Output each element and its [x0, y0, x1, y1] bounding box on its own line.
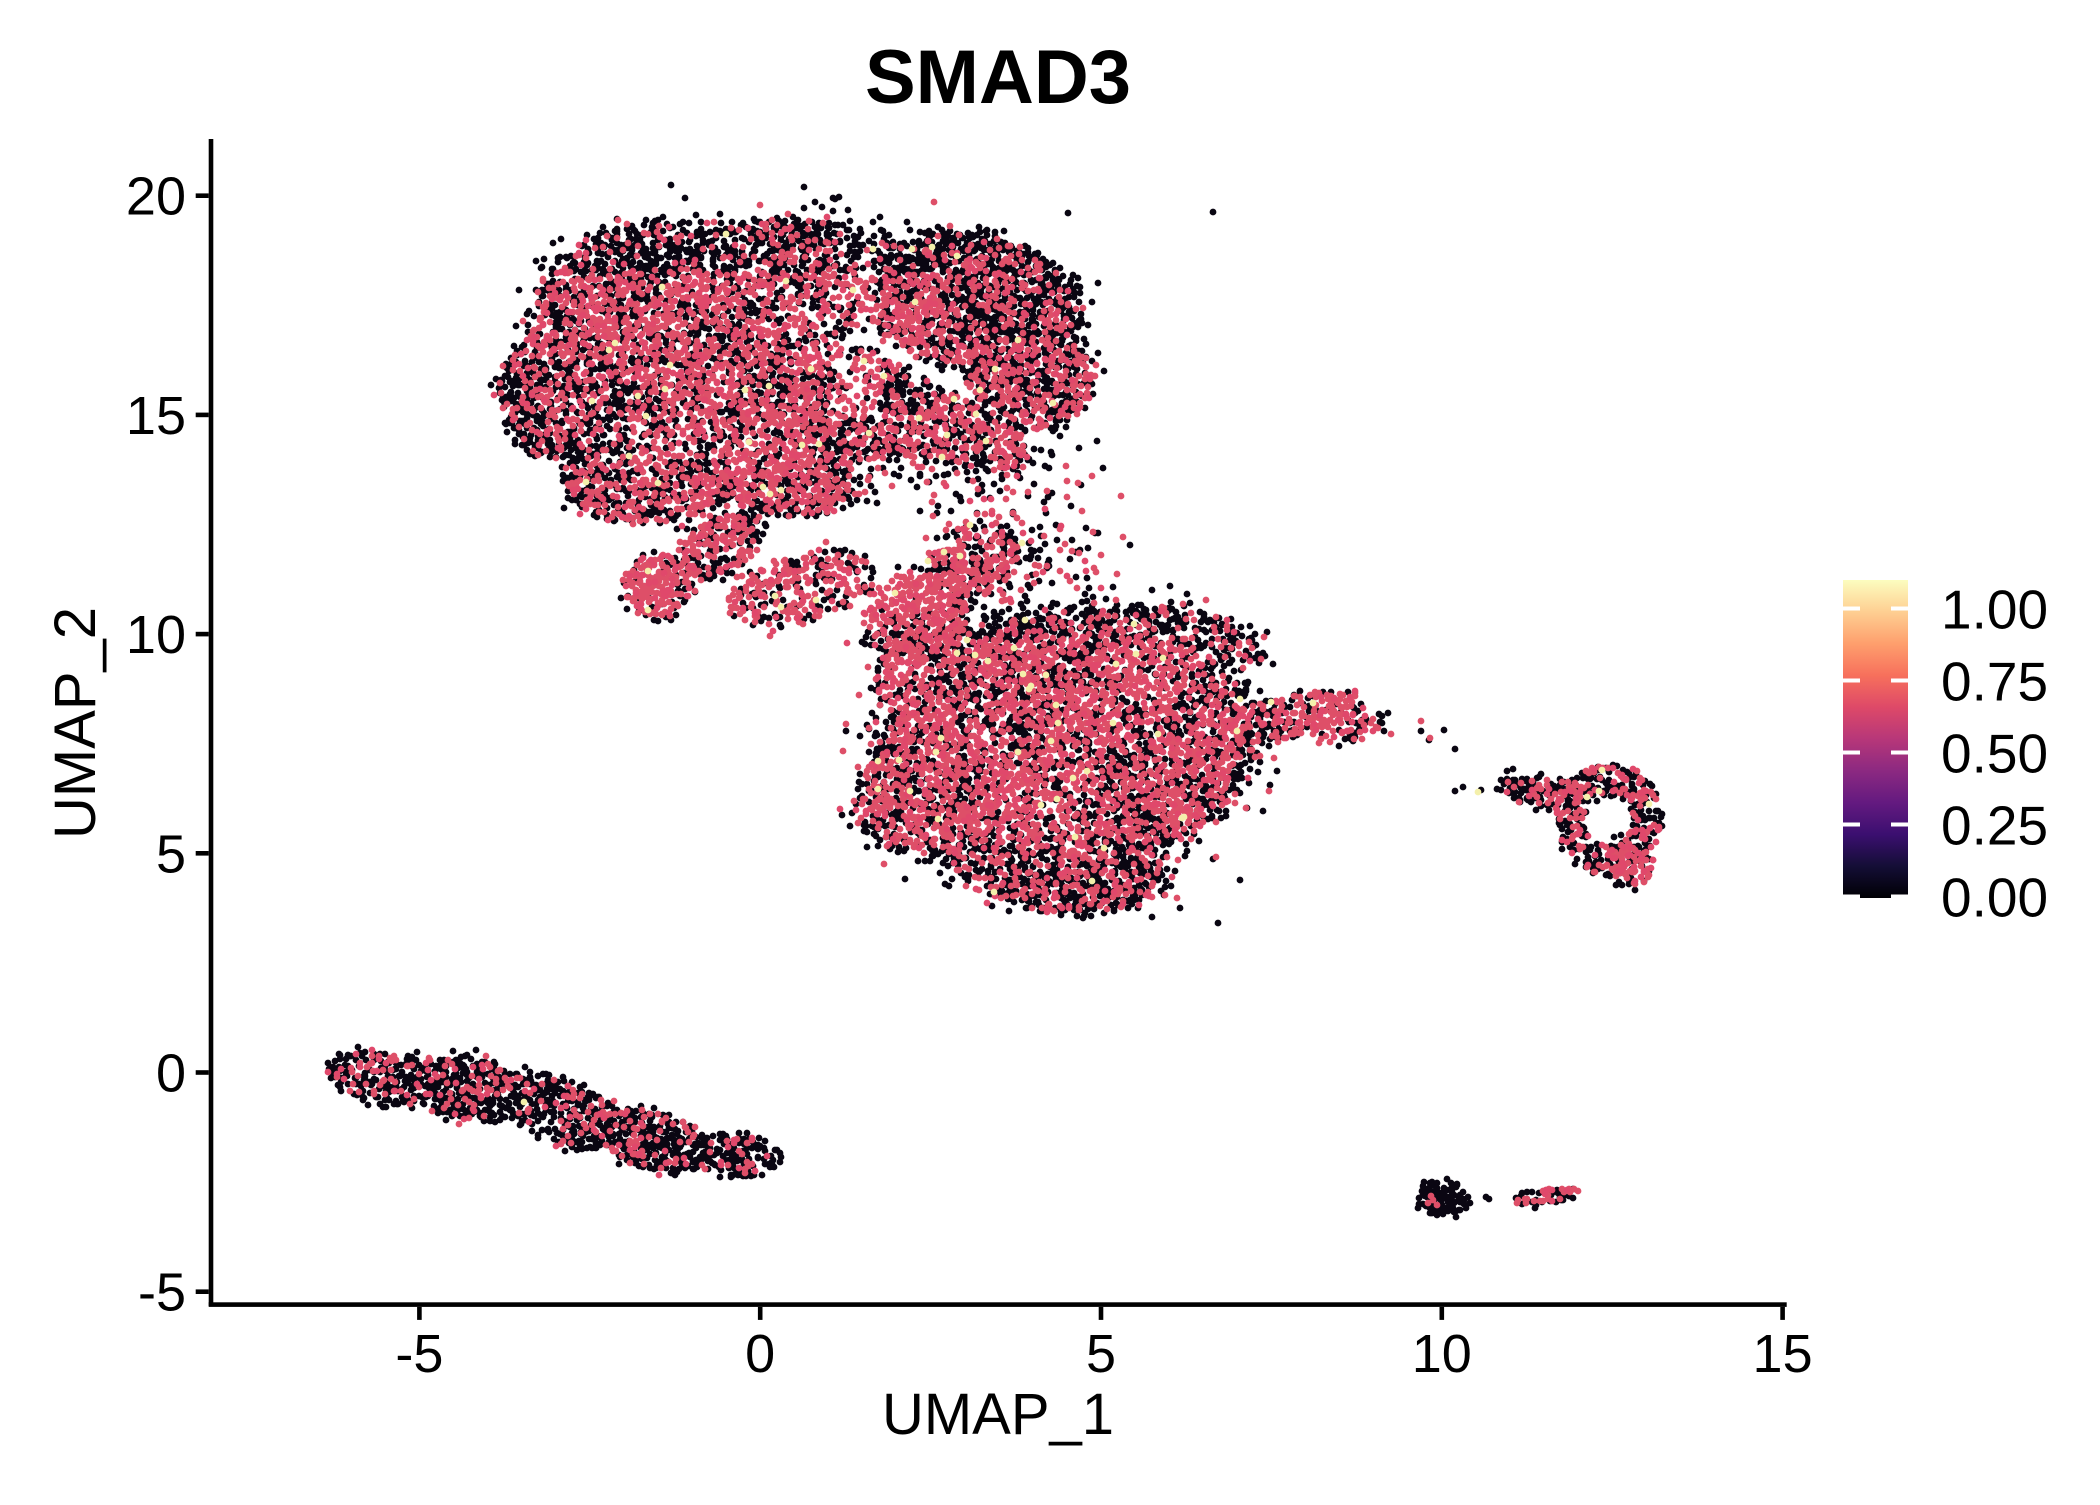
svg-text:15: 15 [126, 386, 186, 446]
svg-text:10: 10 [1412, 1324, 1472, 1384]
svg-text:0.00: 0.00 [1941, 867, 2048, 929]
svg-text:SMAD3: SMAD3 [865, 35, 1131, 120]
svg-text:0.75: 0.75 [1941, 651, 2048, 713]
svg-text:1.00: 1.00 [1941, 579, 2048, 641]
svg-text:5: 5 [156, 824, 186, 884]
svg-text:20: 20 [126, 167, 186, 227]
svg-text:15: 15 [1753, 1324, 1813, 1384]
svg-text:-5: -5 [138, 1263, 186, 1323]
svg-text:10: 10 [126, 605, 186, 665]
svg-text:UMAP_2: UMAP_2 [43, 607, 108, 839]
svg-text:UMAP_1: UMAP_1 [882, 1382, 1114, 1447]
svg-text:-5: -5 [395, 1324, 443, 1384]
svg-text:0.25: 0.25 [1941, 795, 2048, 857]
svg-text:0: 0 [156, 1044, 186, 1104]
svg-text:0: 0 [745, 1324, 775, 1384]
svg-text:0.50: 0.50 [1941, 723, 2048, 785]
svg-text:5: 5 [1086, 1324, 1116, 1384]
